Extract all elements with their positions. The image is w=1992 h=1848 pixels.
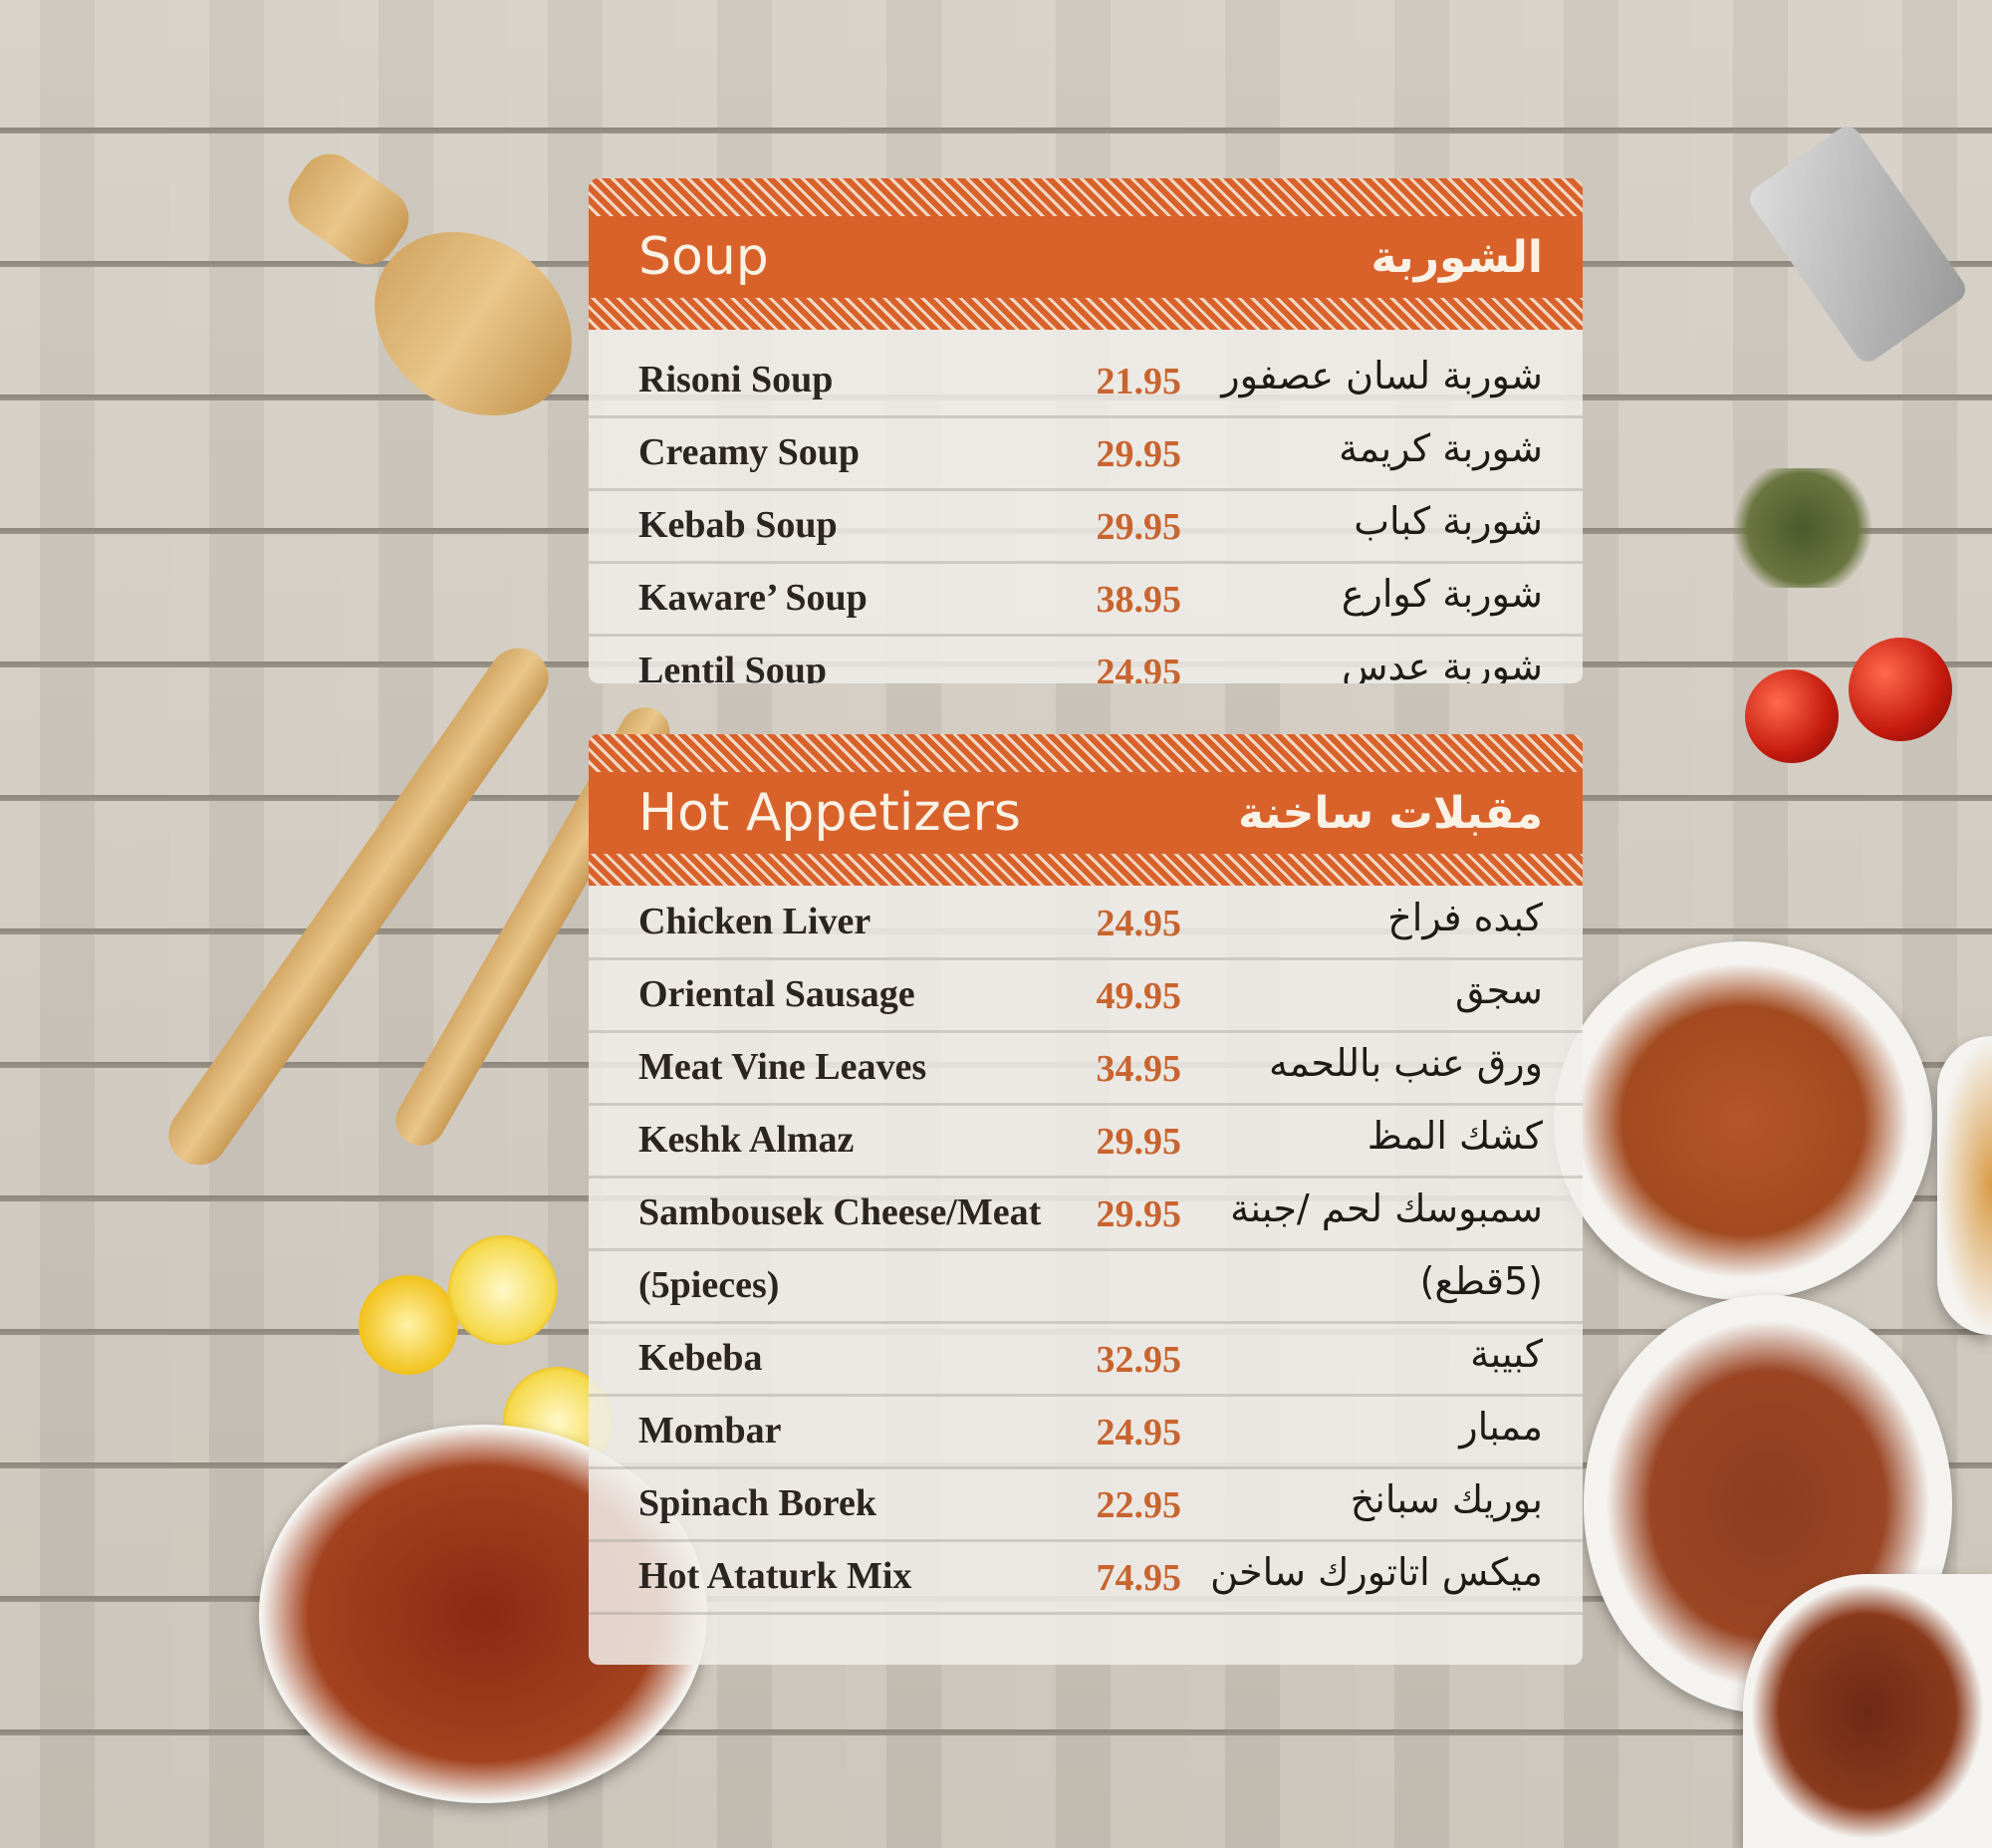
item-price: 29.95 (1096, 506, 1182, 548)
ornament-pattern (589, 178, 1583, 216)
item-name-ar: شوربة كريمة (1339, 426, 1543, 470)
item-name: Creamy Soup (638, 431, 861, 473)
item-name-ar: سجق (1454, 968, 1543, 1012)
item-name: Mombar (638, 1410, 782, 1452)
item-name-ar: كبيبة (1470, 1332, 1543, 1376)
item-name: Lentil Soup (638, 650, 828, 683)
item-price: 38.95 (1096, 579, 1182, 621)
menu-items: Risoni Soup 21.95 شوربة لسان عصفور Creamy S… (589, 330, 1583, 683)
menu-item: (5pieces) (5قطع) (589, 1251, 1583, 1324)
item-name: Oriental Sausage (638, 973, 915, 1015)
item-name-ar: كشك المظ (1367, 1114, 1543, 1158)
item-name-ar: شوربة لسان عصفور (1221, 354, 1543, 397)
menu-item: Spinach Borek 22.95 بوريك سبانخ (589, 1469, 1583, 1542)
item-name-ar: ممبار (1459, 1405, 1543, 1449)
item-name: Kebeba (638, 1337, 763, 1379)
item-name: Kaware’ Soup (638, 577, 868, 619)
menu-item: Sambousek Cheese/Meat 29.95 سمبوسك لحم /جب… (589, 1179, 1583, 1251)
item-name-ar: ميكس اتاتورك ساخن (1210, 1550, 1543, 1594)
section-header: Hot Appetizers مقبلات ساخنة (589, 772, 1583, 854)
item-name-ar: (5قطع) (1419, 1259, 1543, 1303)
section-header: Soup الشوربة (589, 216, 1583, 298)
soup-section: Soup الشوربة Risoni Soup 21.95 شوربة لسان … (589, 178, 1583, 683)
item-name: Sambousek Cheese/Meat (638, 1191, 1042, 1233)
item-price: 29.95 (1096, 1121, 1182, 1163)
ornament-pattern (589, 734, 1583, 772)
section-title-en: Soup (638, 227, 769, 287)
item-price: 29.95 (1096, 433, 1182, 475)
item-name-ar: شوربة كوارع (1341, 572, 1543, 616)
stew-dish-image (1743, 1574, 1992, 1848)
item-name-ar: شوربة عدس (1342, 645, 1543, 683)
item-name: Kebab Soup (638, 504, 838, 546)
item-price: 21.95 (1096, 361, 1182, 402)
menu-item: Kebab Soup 29.95 شوربة كباب (589, 491, 1583, 564)
menu-item: Chicken Liver 24.95 كبده فراخ (589, 888, 1583, 960)
menu-item: Creamy Soup 29.95 شوربة كريمة (589, 418, 1583, 491)
item-price: 29.95 (1096, 1193, 1182, 1235)
item-price: 24.95 (1096, 1412, 1182, 1453)
menu-item: Hot Ataturk Mix 74.95 ميكس اتاتورك ساخن (589, 1542, 1583, 1615)
item-name-ar: شوربة كباب (1354, 499, 1543, 543)
item-price: 74.95 (1096, 1557, 1182, 1599)
item-name: Risoni Soup (638, 359, 834, 400)
menu-item: Oriental Sausage 49.95 سجق (589, 960, 1583, 1033)
item-price: 34.95 (1096, 1048, 1182, 1090)
item-price: 24.95 (1096, 652, 1182, 683)
item-price: 24.95 (1096, 903, 1182, 944)
item-name: Hot Ataturk Mix (638, 1555, 912, 1597)
section-title-en: Hot Appetizers (638, 783, 1022, 843)
menu-item: Lentil Soup 24.95 شوربة عدس (589, 637, 1583, 683)
ornament-pattern (589, 298, 1583, 330)
menu-item: Meat Vine Leaves 34.95 ورق عنب باللحمه (589, 1033, 1583, 1106)
section-title-ar: مقبلات ساخنة (1238, 787, 1543, 839)
item-name: (5pieces) (638, 1264, 780, 1306)
section-title-ar: الشوربة (1370, 231, 1544, 283)
item-price: 22.95 (1096, 1484, 1182, 1526)
hot-appetizers-section: Hot Appetizers مقبلات ساخنة Chicken Live… (589, 734, 1583, 1665)
menu-item: Mombar 24.95 ممبار (589, 1397, 1583, 1469)
herbs-image (1723, 468, 1882, 588)
lemon-image (359, 1275, 458, 1375)
item-name-ar: بوريك سبانخ (1350, 1477, 1543, 1521)
menu-items: Chicken Liver 24.95 كبده فراخ Oriental Saus… (589, 886, 1583, 1615)
tomato-image (1849, 638, 1952, 741)
kibbeh-dish-image (1554, 941, 1932, 1300)
item-name: Meat Vine Leaves (638, 1046, 927, 1088)
menu-item: Keshk Almaz 29.95 كشك المظ (589, 1106, 1583, 1179)
item-name: Spinach Borek (638, 1482, 876, 1524)
ornament-pattern (589, 854, 1583, 886)
item-price: 32.95 (1096, 1339, 1182, 1381)
item-name-ar: ورق عنب باللحمه (1269, 1041, 1543, 1085)
item-name: Chicken Liver (638, 901, 872, 942)
menu-item: Kebeba 32.95 كبيبة (589, 1324, 1583, 1397)
item-name-ar: كبده فراخ (1387, 896, 1543, 939)
item-name: Keshk Almaz (638, 1119, 855, 1161)
item-price: 49.95 (1096, 975, 1182, 1017)
menu-item: Kaware’ Soup 38.95 شوربة كوارع (589, 564, 1583, 637)
lemon-slice-image (448, 1235, 558, 1345)
item-name-ar: سمبوسك لحم /جبنة (1230, 1187, 1543, 1230)
tomato-image (1745, 669, 1839, 763)
menu-item: Risoni Soup 21.95 شوربة لسان عصفور (589, 346, 1583, 418)
sambousek-dish-image (1937, 1036, 1992, 1335)
